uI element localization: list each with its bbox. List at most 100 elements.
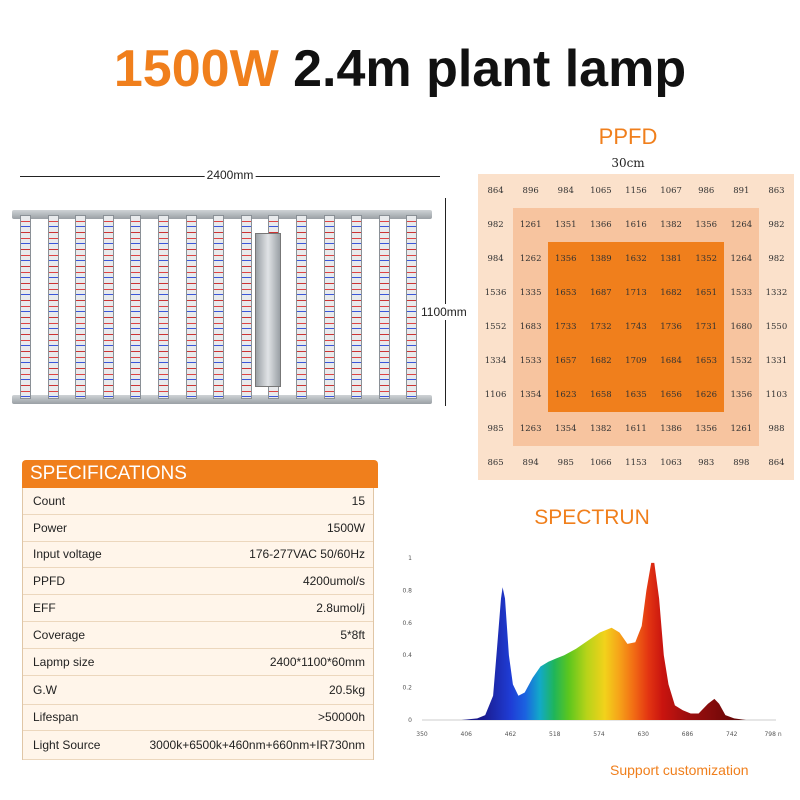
ppfd-cell: 1616 — [618, 208, 654, 242]
spec-row: Input voltage 176-277VAC 50/60Hz — [23, 542, 373, 569]
ppfd-cell: 1611 — [618, 412, 654, 446]
spec-label: G.W — [33, 682, 57, 697]
lamp-bar — [130, 215, 142, 399]
ppfd-cell: 982 — [478, 208, 514, 242]
spec-row: Lifespan >50000h — [23, 705, 373, 732]
spectrum-x-tick: 686 — [682, 731, 694, 738]
spectrum-x-tick: 462 — [505, 731, 517, 738]
ppfd-cell: 865 — [478, 446, 514, 480]
ppfd-cell: 1743 — [618, 310, 654, 344]
ppfd-cell: 1536 — [478, 276, 514, 310]
ppfd-cell: 891 — [723, 174, 759, 208]
specifications-table: Count 15 Power 1500W Input voltage 176-277VAC… — [22, 488, 374, 761]
ppfd-cell: 1532 — [723, 344, 759, 378]
ppfd-cell: 1381 — [653, 242, 689, 276]
ppfd-cell: 1731 — [688, 310, 724, 344]
spec-row: Count 15 — [23, 488, 373, 515]
spec-label: Lapmp size — [33, 654, 95, 669]
height-label: 1100mm — [421, 304, 467, 320]
ppfd-cell: 863 — [758, 174, 794, 208]
title-power: 1500W — [113, 40, 279, 98]
ppfd-cell: 898 — [723, 446, 759, 480]
ppfd-cell: 1533 — [513, 344, 549, 378]
spec-label: Lifespan — [33, 710, 79, 725]
ppfd-cell: 1658 — [583, 378, 619, 412]
lamp-bar — [378, 215, 390, 399]
lamp-bottom-rail — [12, 395, 432, 404]
spectrum-x-tick: 350 — [416, 731, 428, 738]
ppfd-cell: 986 — [688, 174, 724, 208]
ppfd-cell: 1635 — [618, 378, 654, 412]
ppfd-cell: 1156 — [618, 174, 654, 208]
ppfd-cell: 1356 — [688, 412, 724, 446]
spectrum-y-tick: 0.8 — [402, 587, 412, 594]
spectrum-y-tick: 0.4 — [402, 652, 412, 659]
spec-label: Coverage — [33, 627, 86, 642]
spec-row: Coverage 5*8ft — [23, 622, 373, 649]
ppfd-cell: 1653 — [688, 344, 724, 378]
ppfd-cell: 896 — [513, 174, 549, 208]
spec-row: Power 1500W — [23, 515, 373, 542]
spec-row: EFF 2.8umol/j — [23, 595, 373, 622]
ppfd-cell: 1264 — [723, 208, 759, 242]
ppfd-cell: 988 — [758, 412, 794, 446]
spec-label: Count — [33, 493, 66, 508]
spec-value: 1500W — [326, 520, 365, 535]
spectrum-x-tick: 574 — [593, 731, 605, 738]
ppfd-cell: 1682 — [653, 276, 689, 310]
ppfd-distance: 30cm — [611, 156, 645, 170]
ppfd-cell: 1331 — [758, 344, 794, 378]
spec-value: 4200umol/s — [302, 574, 365, 589]
spectrum-title: SPECTRUN — [534, 506, 650, 529]
ppfd-cell: 1065 — [583, 174, 619, 208]
spec-label: Light Source — [33, 738, 101, 753]
ppfd-cell: 982 — [758, 242, 794, 276]
lamp-bar — [351, 215, 363, 399]
lamp-bar — [406, 215, 418, 399]
spectrum-y-tick: 0.2 — [402, 685, 412, 692]
lamp-driver — [255, 233, 281, 387]
title-product: 2.4m plant lamp — [293, 40, 687, 98]
ppfd-cell: 1550 — [758, 310, 794, 344]
ppfd-cell: 1262 — [513, 242, 549, 276]
ppfd-cell: 1351 — [548, 208, 584, 242]
spec-label: Input voltage — [33, 547, 102, 562]
ppfd-cell: 1103 — [758, 378, 794, 412]
spec-value: 15 — [351, 493, 365, 508]
lamp-bar — [213, 215, 225, 399]
spec-value: >50000h — [317, 710, 365, 725]
ppfd-cell: 1733 — [548, 310, 584, 344]
specifications-title: SPECIFICATIONS — [22, 460, 378, 488]
ppfd-cell: 1626 — [688, 378, 724, 412]
ppfd-cell: 864 — [478, 174, 514, 208]
spec-value: 20.5kg — [328, 682, 365, 697]
ppfd-cell: 1261 — [723, 412, 759, 446]
page-title: 1500W 2.4m plant lamp — [0, 38, 800, 100]
ppfd-cell: 1732 — [583, 310, 619, 344]
lamp-bar — [75, 215, 87, 399]
spec-label: EFF — [33, 601, 56, 616]
lamp-bar — [296, 215, 307, 399]
ppfd-cell: 1651 — [688, 276, 724, 310]
ppfd-title: PPFD — [598, 124, 658, 149]
ppfd-cell: 1356 — [688, 208, 724, 242]
spectrum-y-tick: 1 — [408, 555, 412, 562]
spectrum-x-tick: 630 — [638, 731, 650, 738]
ppfd-cell: 1382 — [583, 412, 619, 446]
ppfd-cell: 984 — [478, 242, 514, 276]
spectrum-chart: 350 406 462 518 574 630 686 742 798 nm 0 0.2 0.4 0.6… — [402, 555, 782, 738]
spec-value: 2.8umol/j — [316, 601, 365, 616]
lamp-bar — [20, 215, 31, 399]
ppfd-cell: 1334 — [478, 344, 514, 378]
ppfd-cell: 1656 — [653, 378, 689, 412]
spectrum-x-tick: 406 — [461, 731, 473, 738]
ppfd-cell: 1684 — [653, 344, 689, 378]
ppfd-cell: 983 — [688, 446, 724, 480]
ppfd-cell: 985 — [478, 412, 514, 446]
lamp-bar — [47, 215, 59, 399]
lamp-bar — [185, 215, 197, 399]
ppfd-cell: 1106 — [478, 378, 514, 412]
ppfd-map: 864 896 984 1065 1156 1067 986 891 863 982 1261 135… — [478, 174, 794, 480]
ppfd-cell: 1066 — [583, 446, 619, 480]
width-dimension: 2400mm — [20, 168, 440, 184]
